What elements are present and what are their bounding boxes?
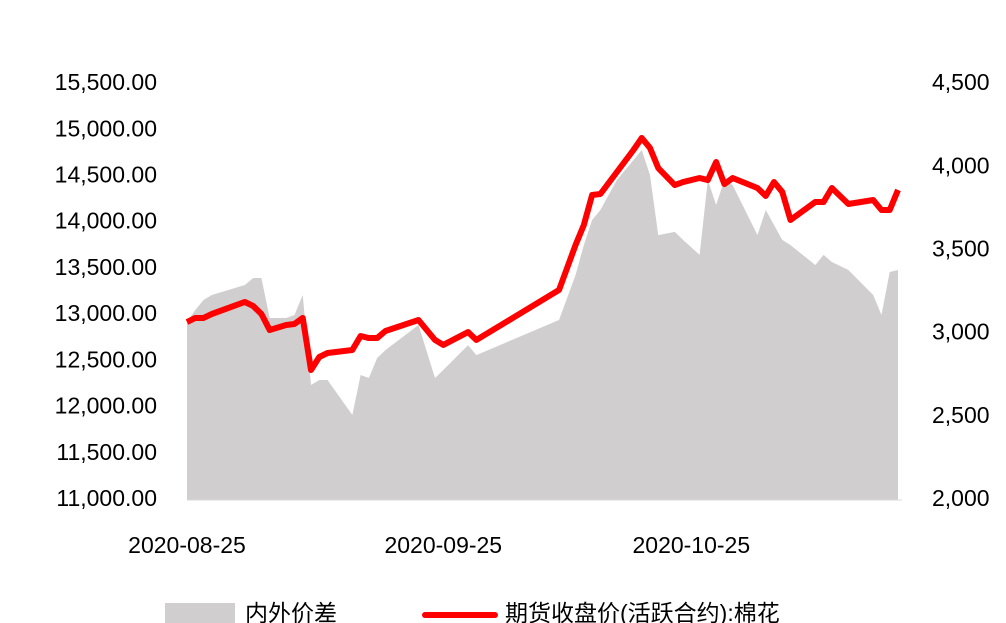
y-tick-label: 14,500.00 [55, 162, 157, 188]
y-tick-label: 14,000.00 [55, 208, 157, 234]
x-tick-label: 2020-08-25 [128, 532, 246, 558]
y-tick-label: 13,500.00 [55, 254, 157, 280]
y2-tick-label: 4,500 [932, 69, 990, 95]
legend-label: 期货收盘价(活跃合约):棉花 [505, 600, 780, 623]
y2-tick-label: 2,500 [932, 402, 990, 428]
y-tick-label: 12,000.00 [55, 393, 157, 419]
y2-tick-label: 3,500 [932, 235, 990, 261]
legend-label: 内外价差 [245, 600, 337, 623]
y2-tick-label: 2,000 [932, 485, 990, 511]
y-tick-label: 11,500.00 [56, 439, 157, 465]
y-tick-label: 15,500.00 [55, 69, 157, 95]
x-tick-label: 2020-10-25 [632, 532, 750, 558]
y2-tick-label: 3,000 [932, 319, 990, 345]
y-tick-label: 15,000.00 [55, 115, 157, 141]
y-tick-label: 13,000.00 [55, 300, 157, 326]
x-tick-label: 2020-09-25 [384, 532, 502, 558]
y-tick-label: 12,500.00 [55, 346, 157, 372]
y2-tick-label: 4,000 [932, 152, 990, 178]
legend-swatch [165, 603, 235, 623]
area [187, 150, 898, 501]
y-tick-label: 11,000.00 [56, 485, 157, 511]
line [185, 134, 901, 374]
